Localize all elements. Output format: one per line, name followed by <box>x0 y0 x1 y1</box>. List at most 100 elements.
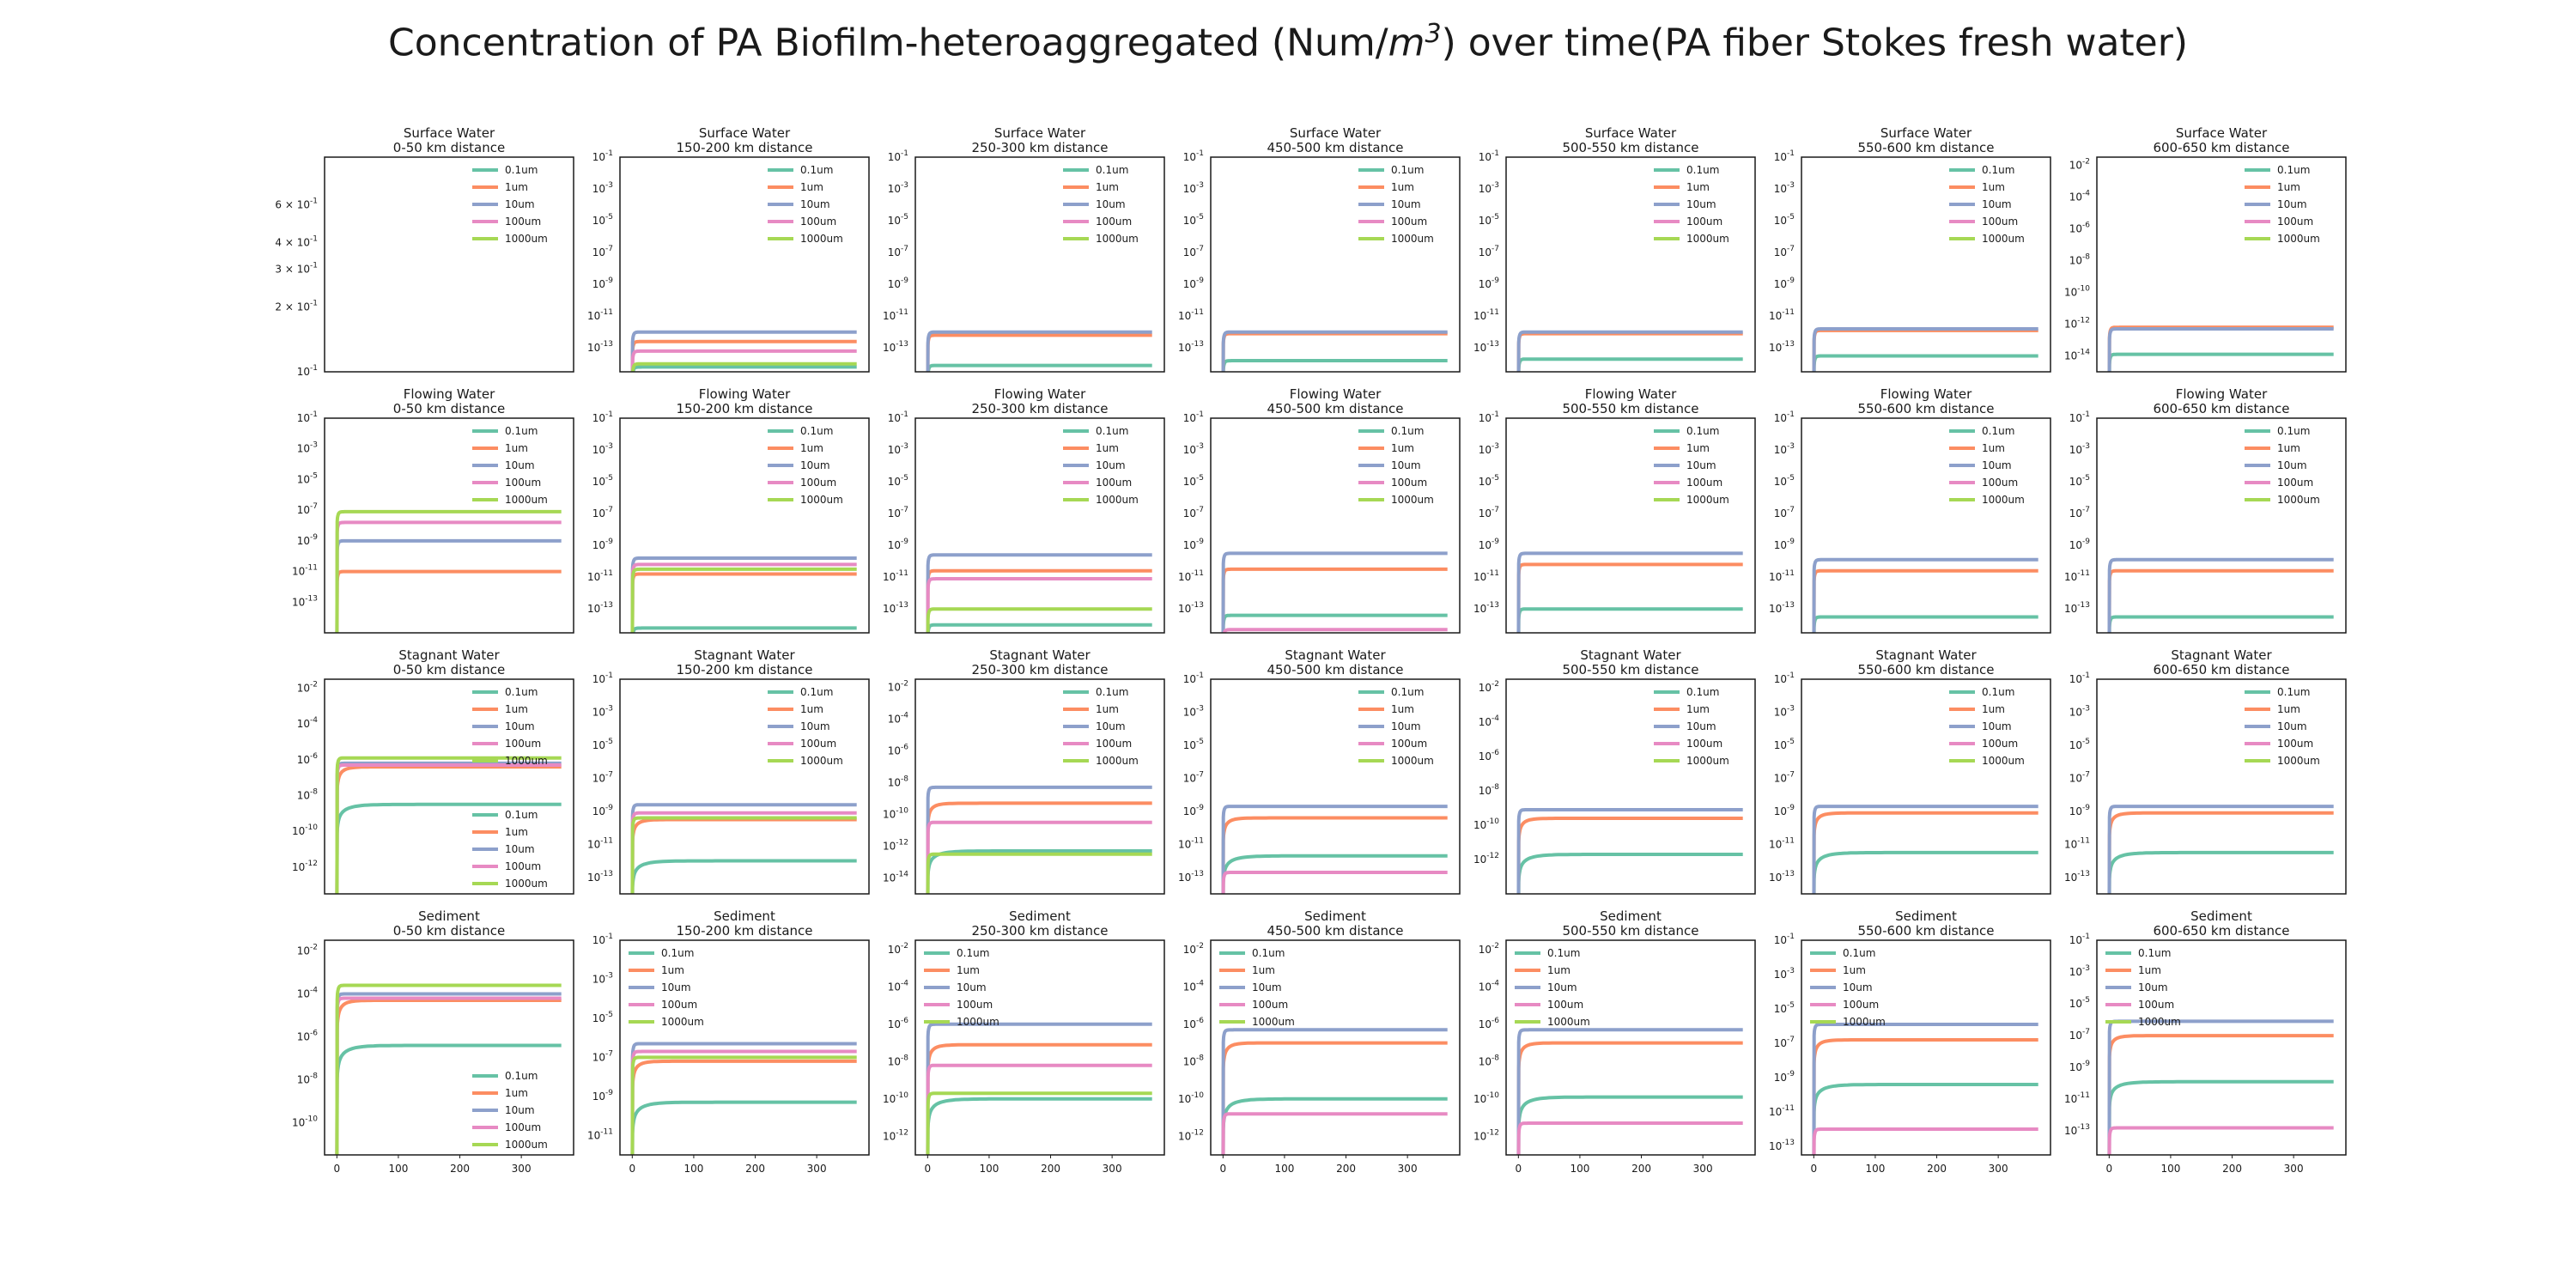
series-group <box>335 509 562 633</box>
legend-label: 100um <box>505 477 541 489</box>
y-tick-label: 10-4 <box>1183 979 1205 993</box>
y-tick-label: 10-3 <box>1774 442 1795 456</box>
x-tick-label: 200 <box>1927 1163 1947 1175</box>
y-tick-label: 10-9 <box>1183 276 1205 290</box>
legend-label: 1um <box>800 703 823 715</box>
series-line-1000um <box>630 1055 857 1155</box>
y-tick-label: 10-1 <box>2069 671 2090 685</box>
legend-label: 1um <box>800 442 823 454</box>
subplot-title-line: Flowing Water <box>404 386 495 402</box>
y-tick-label: 10-7 <box>297 502 318 516</box>
y-tick-exponent: -5 <box>605 474 613 483</box>
y-tick-exponent: -6 <box>2082 221 2090 229</box>
series-line-10um <box>630 1042 857 1155</box>
series-line-1um <box>1516 562 1743 633</box>
legend-label: 10um <box>2277 459 2307 471</box>
y-tick-exponent: -11 <box>1486 308 1499 317</box>
y-tick-label: 10-11 <box>587 836 613 850</box>
y-tick-exponent: -5 <box>605 1011 613 1019</box>
series-line-1000um <box>926 607 1152 633</box>
legend-label: 1000um <box>800 755 843 767</box>
axes-frame <box>1801 417 2051 634</box>
series-line-10um <box>926 330 1152 372</box>
subplot-title-line: 150-200 km distance <box>676 401 812 416</box>
x-tick-label: 100 <box>683 1163 703 1175</box>
series-line-10um <box>1221 551 1448 633</box>
y-tick-exponent: -9 <box>2082 538 2090 546</box>
y-tick-exponent: -1 <box>310 197 318 205</box>
y-tick-exponent: -13 <box>2077 1123 2090 1132</box>
y-tick-exponent: -12 <box>1486 852 1499 860</box>
y-tick-label: 10-1 <box>1183 671 1204 685</box>
y-tick-label: 10-1 <box>592 149 613 163</box>
axes-frame <box>619 678 870 895</box>
axes-frame <box>324 156 574 373</box>
y-tick-exponent: -11 <box>1782 1104 1795 1113</box>
legend-label: 1um <box>800 181 823 193</box>
x-tick-label: 100 <box>2160 1163 2180 1175</box>
axes-frame <box>1801 939 2051 1156</box>
series-line-1um <box>1221 567 1448 633</box>
series-line-10um <box>630 330 857 372</box>
legend-label: 100um <box>505 216 541 228</box>
y-tick-exponent: -5 <box>1492 213 1499 222</box>
y-tick-exponent: -3 <box>1787 181 1795 190</box>
series-line-100um <box>1516 1121 1743 1155</box>
legend-label: 10um <box>2277 198 2307 210</box>
y-tick-label: 10-2 <box>1479 942 1499 956</box>
legend-label: 10um <box>1686 459 1716 471</box>
axes-frame <box>1801 156 2051 373</box>
y-tick-label: 10-9 <box>592 1089 614 1103</box>
y-tick-exponent: -1 <box>605 410 613 419</box>
x-tick-label: 0 <box>1220 1163 1227 1175</box>
x-tick-label: 300 <box>1693 1163 1713 1175</box>
series-line-1000um <box>630 567 857 633</box>
y-tick-label: 10-9 <box>2069 1060 2091 1073</box>
legend-label: 100um <box>1982 216 2018 228</box>
series-line-0.1um <box>1812 850 2038 894</box>
subplot-title-line: Flowing Water <box>2176 386 2268 402</box>
x-tick-label: 300 <box>807 1163 827 1175</box>
series-line-10um <box>335 992 562 1155</box>
subplot-title-line: 150-200 km distance <box>676 923 812 939</box>
y-tick-exponent: -8 <box>901 1054 908 1062</box>
subplot-title-line: Sediment <box>1600 908 1662 924</box>
y-tick-exponent: -6 <box>1492 1017 1499 1025</box>
y-tick-exponent: -2 <box>1492 680 1499 689</box>
y-tick-label: 10-14 <box>883 870 908 884</box>
series-line-1000um <box>335 983 562 1155</box>
subplot-title-line: 550-600 km distance <box>1857 401 1994 416</box>
series-group <box>926 785 1152 894</box>
x-tick-label: 100 <box>1570 1163 1589 1175</box>
x-tick-label: 300 <box>1989 1163 2008 1175</box>
y-tick-exponent: -11 <box>600 836 613 845</box>
y-tick-exponent: -13 <box>600 340 613 349</box>
subplot-title-line: Surface Water <box>2176 125 2268 141</box>
y-tick-label: 10-5 <box>1774 738 1795 751</box>
y-tick-label: 10-10 <box>1178 1091 1204 1105</box>
y-tick-exponent: -9 <box>605 1089 613 1097</box>
y-tick-label: 10-5 <box>1774 1001 1795 1015</box>
y-tick-label: 10-13 <box>587 601 613 615</box>
series-line-1000um <box>335 756 562 894</box>
y-tick-label: 10-2 <box>2069 157 2090 171</box>
y-tick-exponent: -8 <box>1196 1054 1204 1062</box>
legend-label: 0.1um <box>800 686 833 698</box>
legend-label: 100um <box>505 738 541 750</box>
legend-label: 100um <box>957 999 993 1011</box>
y-tick-label: 10-12 <box>883 1128 908 1142</box>
y-tick-label: 10-7 <box>1479 245 1499 258</box>
legend-label: 100um <box>505 860 541 872</box>
y-tick-exponent: -11 <box>896 308 908 317</box>
legend-label: 1000um <box>1843 1016 1886 1028</box>
x-tick-label: 0 <box>1811 1163 1818 1175</box>
y-tick-label: 10-13 <box>1473 601 1499 615</box>
y-tick-exponent: -8 <box>310 1072 318 1081</box>
y-tick-exponent: -9 <box>1787 538 1795 546</box>
y-tick-label: 10-1 <box>2069 933 2090 946</box>
y-tick-exponent: -12 <box>896 1128 908 1137</box>
y-tick-label: 10-12 <box>1178 1128 1204 1142</box>
y-tick-label: 10-7 <box>592 770 613 784</box>
